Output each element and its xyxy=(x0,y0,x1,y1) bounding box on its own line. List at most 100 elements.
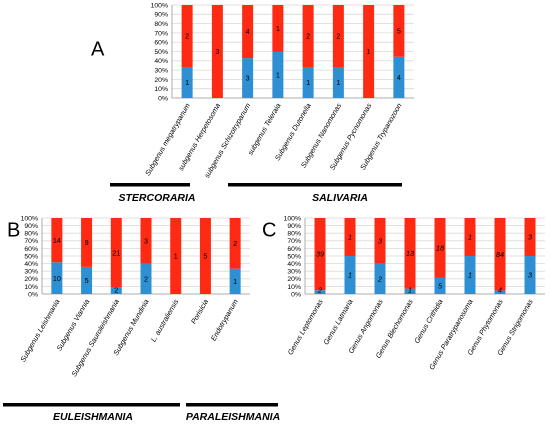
group-label: EULEISHMANIA xyxy=(53,411,133,423)
group-bar xyxy=(110,183,190,187)
data-label-top: 2 xyxy=(233,239,237,248)
category-label: Genus Latmaria xyxy=(321,298,354,347)
bar-bottom-segment xyxy=(464,256,476,294)
data-label-bottom: 5 xyxy=(85,276,89,285)
data-label-top: 14 xyxy=(53,236,61,245)
data-label-bottom: 10 xyxy=(53,274,61,283)
data-label-top: 18 xyxy=(436,243,444,252)
data-label-top: 1 xyxy=(367,47,371,56)
bar-bottom-segment xyxy=(242,58,254,98)
y-tick-label: 40% xyxy=(287,261,301,268)
data-label-bottom: 4 xyxy=(498,286,502,295)
bar-bottom-segment xyxy=(110,287,122,294)
bar-top-segment xyxy=(524,218,536,256)
panel-letter: B xyxy=(7,220,20,242)
bar-bottom-segment xyxy=(344,256,356,294)
y-tick-label: 40% xyxy=(24,261,38,268)
data-label-bottom: 4 xyxy=(397,73,401,82)
y-tick-label: 100% xyxy=(21,215,38,222)
category-label: L. australiensis xyxy=(149,297,181,343)
bar-bottom-segment xyxy=(81,266,93,294)
y-tick-label: 50% xyxy=(24,253,38,260)
y-tick-label: 0% xyxy=(158,95,168,102)
bar-top-segment xyxy=(344,218,356,256)
y-tick-label: 50% xyxy=(154,49,168,56)
y-tick-label: 90% xyxy=(154,12,168,19)
y-tick-label: 0% xyxy=(291,291,301,298)
bar-bottom-segment xyxy=(524,256,536,294)
bar-top-segment xyxy=(404,218,416,289)
data-label-bottom: 2 xyxy=(144,274,148,283)
data-label-top: 2 xyxy=(185,32,189,41)
y-tick-label: 90% xyxy=(24,223,38,230)
y-tick-label: 60% xyxy=(154,40,168,47)
bar-top-segment xyxy=(140,218,152,264)
panel-letter: C xyxy=(262,220,276,242)
bar-top-segment xyxy=(434,218,446,278)
y-tick-label: 70% xyxy=(154,30,168,37)
y-tick-label: 30% xyxy=(154,68,168,75)
data-label-top: 1 xyxy=(348,233,352,242)
bar-top-segment xyxy=(110,218,122,288)
data-label-top: 3 xyxy=(215,47,219,56)
data-label-bottom: 1 xyxy=(276,70,280,79)
y-tick-label: 20% xyxy=(24,276,38,283)
y-tick-label: 40% xyxy=(154,58,168,65)
bar-top-segment xyxy=(242,5,254,59)
data-label-top: 39 xyxy=(316,250,324,259)
bar-top-segment xyxy=(181,5,193,68)
y-tick-label: 80% xyxy=(24,231,38,238)
group-label: SALIVARIA xyxy=(312,192,368,204)
bar-bottom-segment xyxy=(314,290,326,294)
data-label-top: 3 xyxy=(144,236,148,245)
data-label-top: 3 xyxy=(378,236,382,245)
y-tick-label: 20% xyxy=(154,77,168,84)
data-label-top: 5 xyxy=(397,26,401,35)
bar-bottom-segment xyxy=(272,51,284,98)
category-label: Genus Crithidia xyxy=(412,298,445,345)
data-label-top: 1 xyxy=(174,252,178,261)
bar-bottom-segment xyxy=(404,288,416,294)
bar-top-segment xyxy=(374,218,386,264)
bar-bottom-segment xyxy=(393,56,405,98)
bar-top-segment xyxy=(494,218,506,291)
bar-bottom-segment xyxy=(229,268,241,294)
data-label-bottom: 1 xyxy=(233,277,237,286)
bar-bottom-segment xyxy=(332,67,344,98)
bar-top-segment xyxy=(302,5,314,68)
y-tick-label: 80% xyxy=(287,231,301,238)
bar-top-segment xyxy=(393,5,405,57)
data-label-bottom: 1 xyxy=(408,286,412,295)
group-label: PARALEISHMANIA xyxy=(186,411,280,423)
bar-bottom-segment xyxy=(374,263,386,294)
bar-top-segment xyxy=(363,5,375,98)
group-label: STERCORARIA xyxy=(118,192,195,204)
y-tick-label: 30% xyxy=(24,269,38,276)
data-label-bottom: 2 xyxy=(377,274,382,283)
y-tick-label: 60% xyxy=(24,246,38,253)
y-tick-label: 10% xyxy=(287,284,301,291)
data-label-top: 21 xyxy=(112,248,120,257)
group-bar xyxy=(186,403,278,407)
data-label-bottom: 1 xyxy=(336,78,340,87)
panel-letter: A xyxy=(91,39,105,61)
y-tick-label: 100% xyxy=(284,215,301,222)
data-label-top: 2 xyxy=(336,32,340,41)
bar-bottom-segment xyxy=(434,277,446,294)
y-tick-label: 30% xyxy=(287,269,301,276)
data-label-top: 5 xyxy=(203,252,207,261)
bar-top-segment xyxy=(272,5,284,52)
panel-c: C 0%10%20%30%40%50%60%70%80%90%100% 2 39 Gen… xyxy=(262,215,545,371)
y-tick-label: 10% xyxy=(24,284,38,291)
data-label-bottom: 3 xyxy=(246,74,250,83)
y-tick-label: 100% xyxy=(151,2,168,9)
category-label: Porisicia xyxy=(189,298,210,326)
bar-top-segment xyxy=(211,5,223,98)
data-label-bottom: 3 xyxy=(528,271,532,280)
bar-top-segment xyxy=(229,218,241,269)
data-label-top: 3 xyxy=(528,233,532,242)
bar-bottom-segment xyxy=(302,67,314,98)
data-label-top: 84 xyxy=(496,250,504,259)
data-label-bottom: 1 xyxy=(348,271,352,280)
